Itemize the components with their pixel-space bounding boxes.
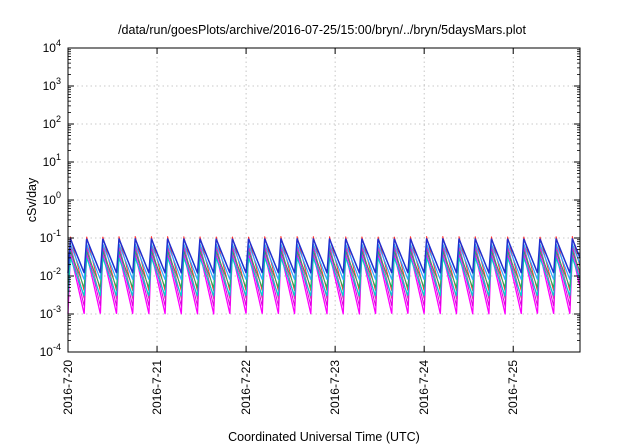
y-tick-label: 104: [43, 38, 61, 55]
series-line-4: [67, 257, 581, 297]
x-tick-label: 2016-7-24: [417, 360, 431, 415]
series-line-5: [67, 250, 581, 288]
x-tick-label: 2016-7-22: [239, 360, 253, 415]
y-tick-label: 10-4: [40, 342, 61, 359]
y-tick-label: 10-2: [40, 266, 61, 283]
x-tick-label: 2016-7-20: [61, 360, 75, 415]
series-line-7: [67, 238, 581, 274]
data-series: [67, 235, 581, 315]
y-tick-label: 10-3: [40, 304, 61, 321]
x-tick-label: 2016-7-21: [150, 360, 164, 415]
axis-ticks: 10-4 10-3 10-2 10-1 100 101 102 103 104 2016-7-20…: [40, 38, 580, 415]
x-axis-label: Coordinated Universal Time (UTC): [228, 430, 420, 444]
y-tick-label: 102: [43, 114, 61, 131]
series-line-6: [67, 243, 581, 281]
y-tick-label: 10-1: [40, 228, 61, 245]
y-tick-label: 100: [43, 190, 61, 207]
x-tick-label: 2016-7-23: [328, 360, 342, 415]
x-tick-label: 2016-7-25: [506, 360, 520, 415]
y-axis-label: cSv/day: [25, 177, 39, 222]
y-tick-label: 101: [43, 152, 61, 169]
chart-title: /data/run/goesPlots/archive/2016-07-25/1…: [118, 23, 526, 37]
y-tick-label: 103: [43, 76, 61, 93]
